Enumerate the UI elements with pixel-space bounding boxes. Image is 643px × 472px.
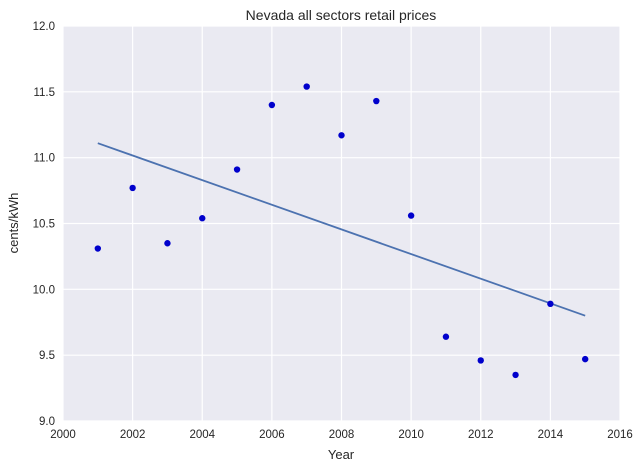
- data-point: [581, 355, 589, 363]
- y-tick-label: 10.0: [33, 284, 55, 296]
- x-tick-label: 2010: [398, 429, 424, 441]
- y-tick-label: 11.0: [33, 153, 55, 165]
- data-point: [233, 166, 241, 173]
- data-point: [199, 215, 206, 222]
- data-point: [407, 212, 415, 219]
- grid: [62, 25, 621, 422]
- trend-line: [97, 142, 586, 317]
- data-point: [373, 97, 380, 105]
- y-axis-label: cents/kWh: [6, 193, 21, 254]
- x-tick-label: 2014: [538, 429, 564, 441]
- x-tick-label: 2016: [607, 429, 633, 441]
- y-tick-label: 10.5: [33, 219, 55, 231]
- data-point: [94, 245, 102, 252]
- data-point: [547, 300, 554, 308]
- data-point: [442, 333, 450, 340]
- x-tick-label: 2006: [259, 429, 285, 441]
- data-point: [338, 132, 345, 139]
- x-tick-label: 2000: [50, 429, 76, 441]
- x-axis-label: Year: [328, 447, 355, 462]
- data-point: [512, 371, 519, 379]
- chart-title: Nevada all sectors retail prices: [246, 7, 437, 23]
- x-tick-label: 2012: [468, 429, 494, 441]
- data-point: [129, 184, 136, 192]
- y-tick-label: 11.5: [33, 87, 55, 99]
- data-point: [268, 101, 276, 109]
- y-tick-label: 9.0: [39, 416, 55, 428]
- y-tick-label: 12.0: [33, 21, 55, 33]
- ticks: 2000 2002 2004 2006 2008 2010 2012 2014 2016 9.0 9…: [33, 21, 633, 441]
- x-tick-label: 2002: [120, 429, 146, 441]
- data-point: [303, 83, 310, 90]
- x-tick-label: 2004: [189, 429, 215, 441]
- x-tick-label: 2008: [329, 429, 355, 441]
- data-point: [477, 357, 484, 364]
- data-point: [164, 240, 171, 247]
- marks: [94, 83, 589, 379]
- y-tick-label: 9.5: [39, 350, 55, 362]
